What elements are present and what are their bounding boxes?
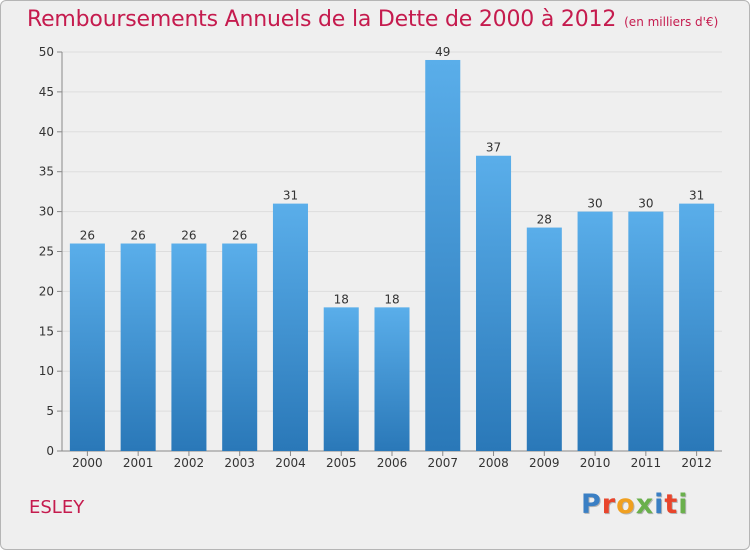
logo-letter: t	[664, 489, 679, 520]
bar-2007	[425, 59, 461, 451]
logo-letter: r	[601, 489, 617, 520]
axes: 0 5 10 15 20 25 30 35 40 45 50 2000 2001 2002 2003 2004…	[39, 45, 722, 470]
bar-2003	[222, 243, 258, 451]
data-label: 30	[638, 197, 653, 211]
y-tick-label: 40	[39, 125, 54, 139]
bar-2006	[374, 307, 410, 451]
x-tick-label: 2009	[529, 456, 560, 470]
data-label: 26	[232, 229, 247, 243]
y-tick-label: 50	[39, 45, 54, 59]
bars	[69, 59, 715, 452]
bar-2009	[526, 227, 562, 451]
data-label: 18	[334, 292, 349, 306]
proxiti-logo[interactable]: Proxiti	[581, 489, 689, 520]
data-label: 31	[283, 189, 298, 203]
chart-title: Remboursements Annuels de la Dette de 20…	[27, 7, 718, 32]
logo-letter: x	[635, 489, 655, 520]
x-tick-label: 2000	[72, 456, 103, 470]
logo-letter: i	[678, 489, 689, 520]
bar-2011	[628, 211, 664, 451]
bar-2012	[679, 203, 715, 451]
y-tick-label: 10	[39, 364, 54, 378]
x-tick-label: 2003	[224, 456, 255, 470]
x-tick-label: 2006	[377, 456, 408, 470]
x-tick-label: 2002	[174, 456, 205, 470]
x-tick-label: 2010	[580, 456, 611, 470]
data-label: 28	[537, 213, 552, 227]
chart-title-text: Remboursements Annuels de la Dette de 20…	[27, 7, 617, 32]
data-label: 30	[587, 197, 602, 211]
bar-2000	[69, 243, 105, 451]
bar-2004	[272, 203, 308, 451]
data-label: 31	[689, 189, 704, 203]
data-label: 37	[486, 141, 501, 155]
bar-2005	[323, 307, 359, 451]
data-label: 26	[131, 229, 146, 243]
y-tick-label: 30	[39, 205, 54, 219]
y-tick-label: 15	[39, 324, 54, 338]
y-tick-label: 20	[39, 284, 54, 298]
y-tick-label: 5	[46, 404, 54, 418]
data-label: 49	[435, 45, 450, 59]
data-label: 26	[80, 229, 95, 243]
data-label: 26	[181, 229, 196, 243]
x-tick-label: 2012	[681, 456, 712, 470]
y-tick-label: 35	[39, 165, 54, 179]
logo-letter: i	[654, 489, 665, 520]
y-tick-label: 0	[46, 444, 54, 458]
chart-subtitle: (en milliers d'€)	[624, 15, 719, 29]
bar-2008	[476, 155, 512, 452]
data-label: 18	[384, 292, 399, 306]
x-tick-label: 2007	[427, 456, 458, 470]
y-tick-label: 45	[39, 85, 54, 99]
x-tick-label: 2004	[275, 456, 306, 470]
x-tick-label: 2011	[631, 456, 662, 470]
data-labels: 26 26 26 26 31 18 18 49 37 28 30 30 31	[80, 45, 705, 306]
x-tick-label: 2001	[123, 456, 154, 470]
bar-2010	[577, 211, 613, 451]
bar-2002	[171, 243, 207, 451]
logo-letter: o	[616, 489, 636, 520]
logo-letter: P	[581, 489, 602, 520]
commune-name: ESLEY	[29, 497, 85, 518]
x-tick-label: 2008	[478, 456, 509, 470]
x-tick-label: 2005	[326, 456, 357, 470]
bar-2001	[120, 243, 156, 451]
y-tick-label: 25	[39, 245, 54, 259]
